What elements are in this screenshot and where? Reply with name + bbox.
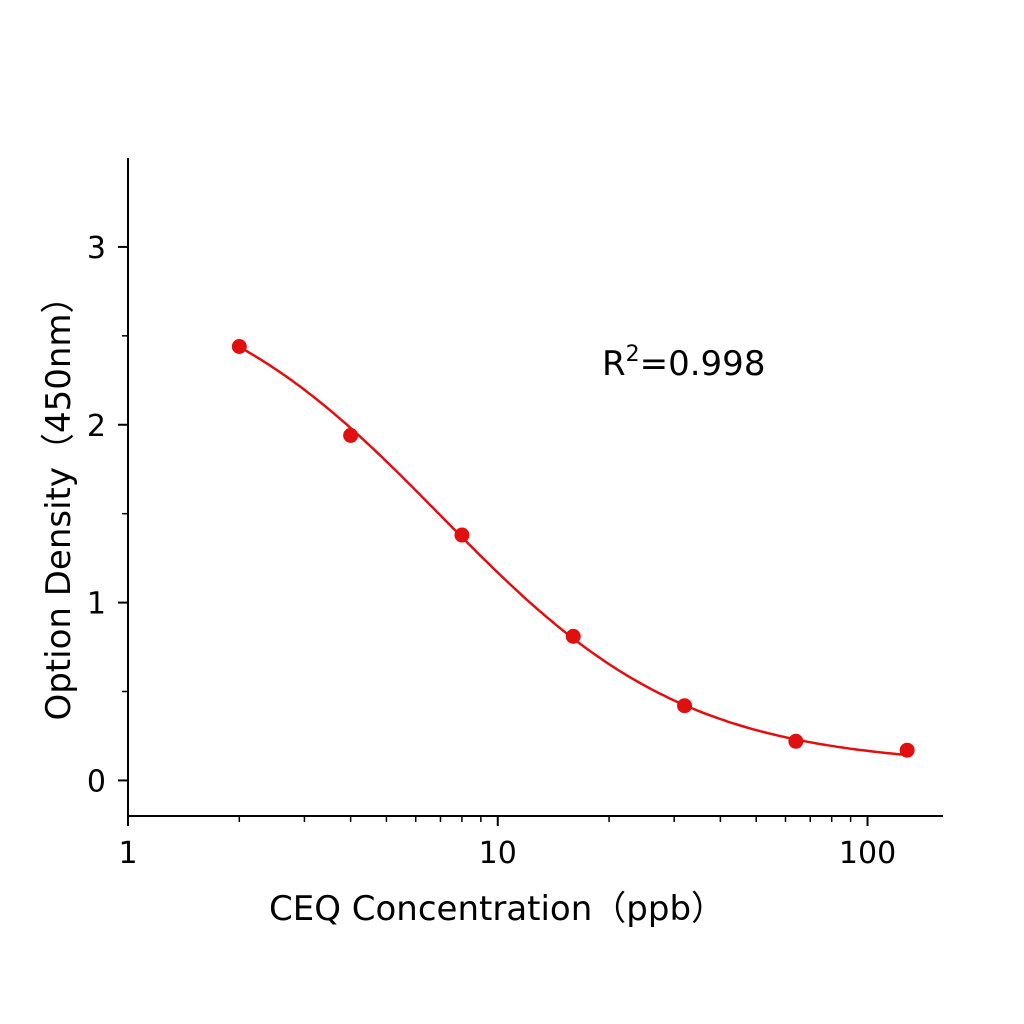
y-tick-label: 3 (87, 231, 106, 266)
data-point (899, 742, 915, 758)
y-tick-label: 1 (87, 587, 106, 622)
data-point (677, 698, 693, 714)
y-axis-label: Option Density（450nm） (39, 279, 79, 720)
axes: 1 10 100 0 1 2 3 (87, 158, 943, 871)
data-point (343, 427, 359, 443)
data-point (454, 527, 470, 543)
data-point (231, 339, 247, 355)
x-tick-label: 1 (118, 836, 137, 871)
data-points (231, 339, 915, 758)
r-value: =0.998 (640, 344, 766, 384)
r-squared-annotation: R2=0.998 (602, 342, 765, 384)
x-tick-label: 10 (479, 836, 517, 871)
x-tick-label: 100 (839, 836, 896, 871)
y-tick-label: 0 (87, 764, 106, 799)
x-axis-label: CEQ Concentration（ppb） (269, 889, 725, 929)
r-superscript: 2 (626, 342, 640, 367)
r-base: R (602, 344, 626, 384)
fit-curve (238, 345, 908, 757)
y-tick-label: 2 (87, 409, 106, 444)
data-point (565, 628, 581, 644)
fit-curve-group (238, 345, 908, 757)
data-point (788, 733, 804, 749)
